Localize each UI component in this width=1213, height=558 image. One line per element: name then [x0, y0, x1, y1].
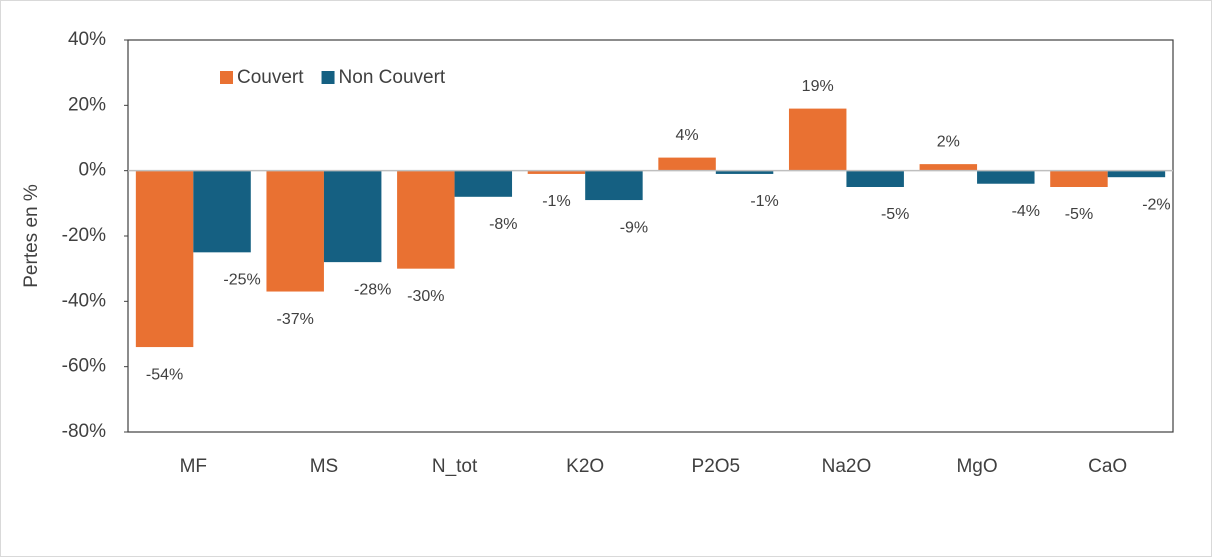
x-tick-label: MS — [310, 456, 339, 477]
value-label: -8% — [489, 216, 517, 233]
value-label: -5% — [881, 206, 909, 223]
y-tick-label: -80% — [62, 421, 106, 442]
bar — [919, 164, 978, 171]
x-tick-label: P2O5 — [692, 456, 741, 477]
x-tick-label: K2O — [566, 456, 604, 477]
bar — [977, 170, 1035, 184]
bar — [323, 170, 382, 263]
value-label: 2% — [937, 133, 960, 150]
bar — [658, 157, 716, 171]
x-tick-label: MF — [180, 456, 207, 477]
legend-label: Couvert — [237, 67, 304, 88]
y-tick-label: 40% — [68, 29, 106, 50]
y-tick-label: -60% — [62, 356, 106, 377]
bar — [193, 170, 251, 253]
y-tick-label: -20% — [62, 225, 106, 246]
y-tick-label: -40% — [62, 290, 106, 311]
value-label: -54% — [146, 366, 183, 383]
value-label: -9% — [620, 219, 648, 236]
x-tick-label: CaO — [1088, 456, 1127, 477]
value-label: -1% — [542, 193, 570, 210]
bar — [454, 170, 513, 197]
value-label: -5% — [1065, 206, 1093, 223]
value-label: -28% — [354, 281, 391, 298]
bar — [715, 170, 774, 174]
bar — [846, 170, 904, 187]
value-label: 19% — [802, 78, 834, 95]
bar — [1107, 170, 1166, 178]
bar — [585, 170, 643, 201]
x-tick-label: MgO — [956, 456, 997, 477]
y-tick-label: 20% — [68, 94, 106, 115]
bar — [397, 170, 455, 269]
x-tick-label: N_tot — [432, 456, 478, 477]
value-label: -37% — [277, 311, 314, 328]
legend-swatch — [220, 71, 233, 84]
bar — [788, 108, 847, 171]
value-label: -30% — [407, 288, 444, 305]
x-tick-label: Na2O — [822, 456, 872, 477]
value-label: -1% — [750, 193, 778, 210]
value-label: -4% — [1012, 203, 1040, 220]
bar — [1050, 170, 1108, 187]
value-label: 4% — [676, 127, 699, 144]
bar — [266, 170, 324, 292]
legend-swatch — [321, 71, 335, 84]
bar — [135, 170, 194, 348]
legend-label: Non Couvert — [339, 67, 446, 88]
value-label: -25% — [223, 272, 260, 289]
y-tick-label: 0% — [79, 160, 107, 181]
bar — [527, 170, 586, 174]
value-label: -2% — [1142, 196, 1170, 213]
y-axis-label: Pertes en % — [21, 184, 42, 288]
